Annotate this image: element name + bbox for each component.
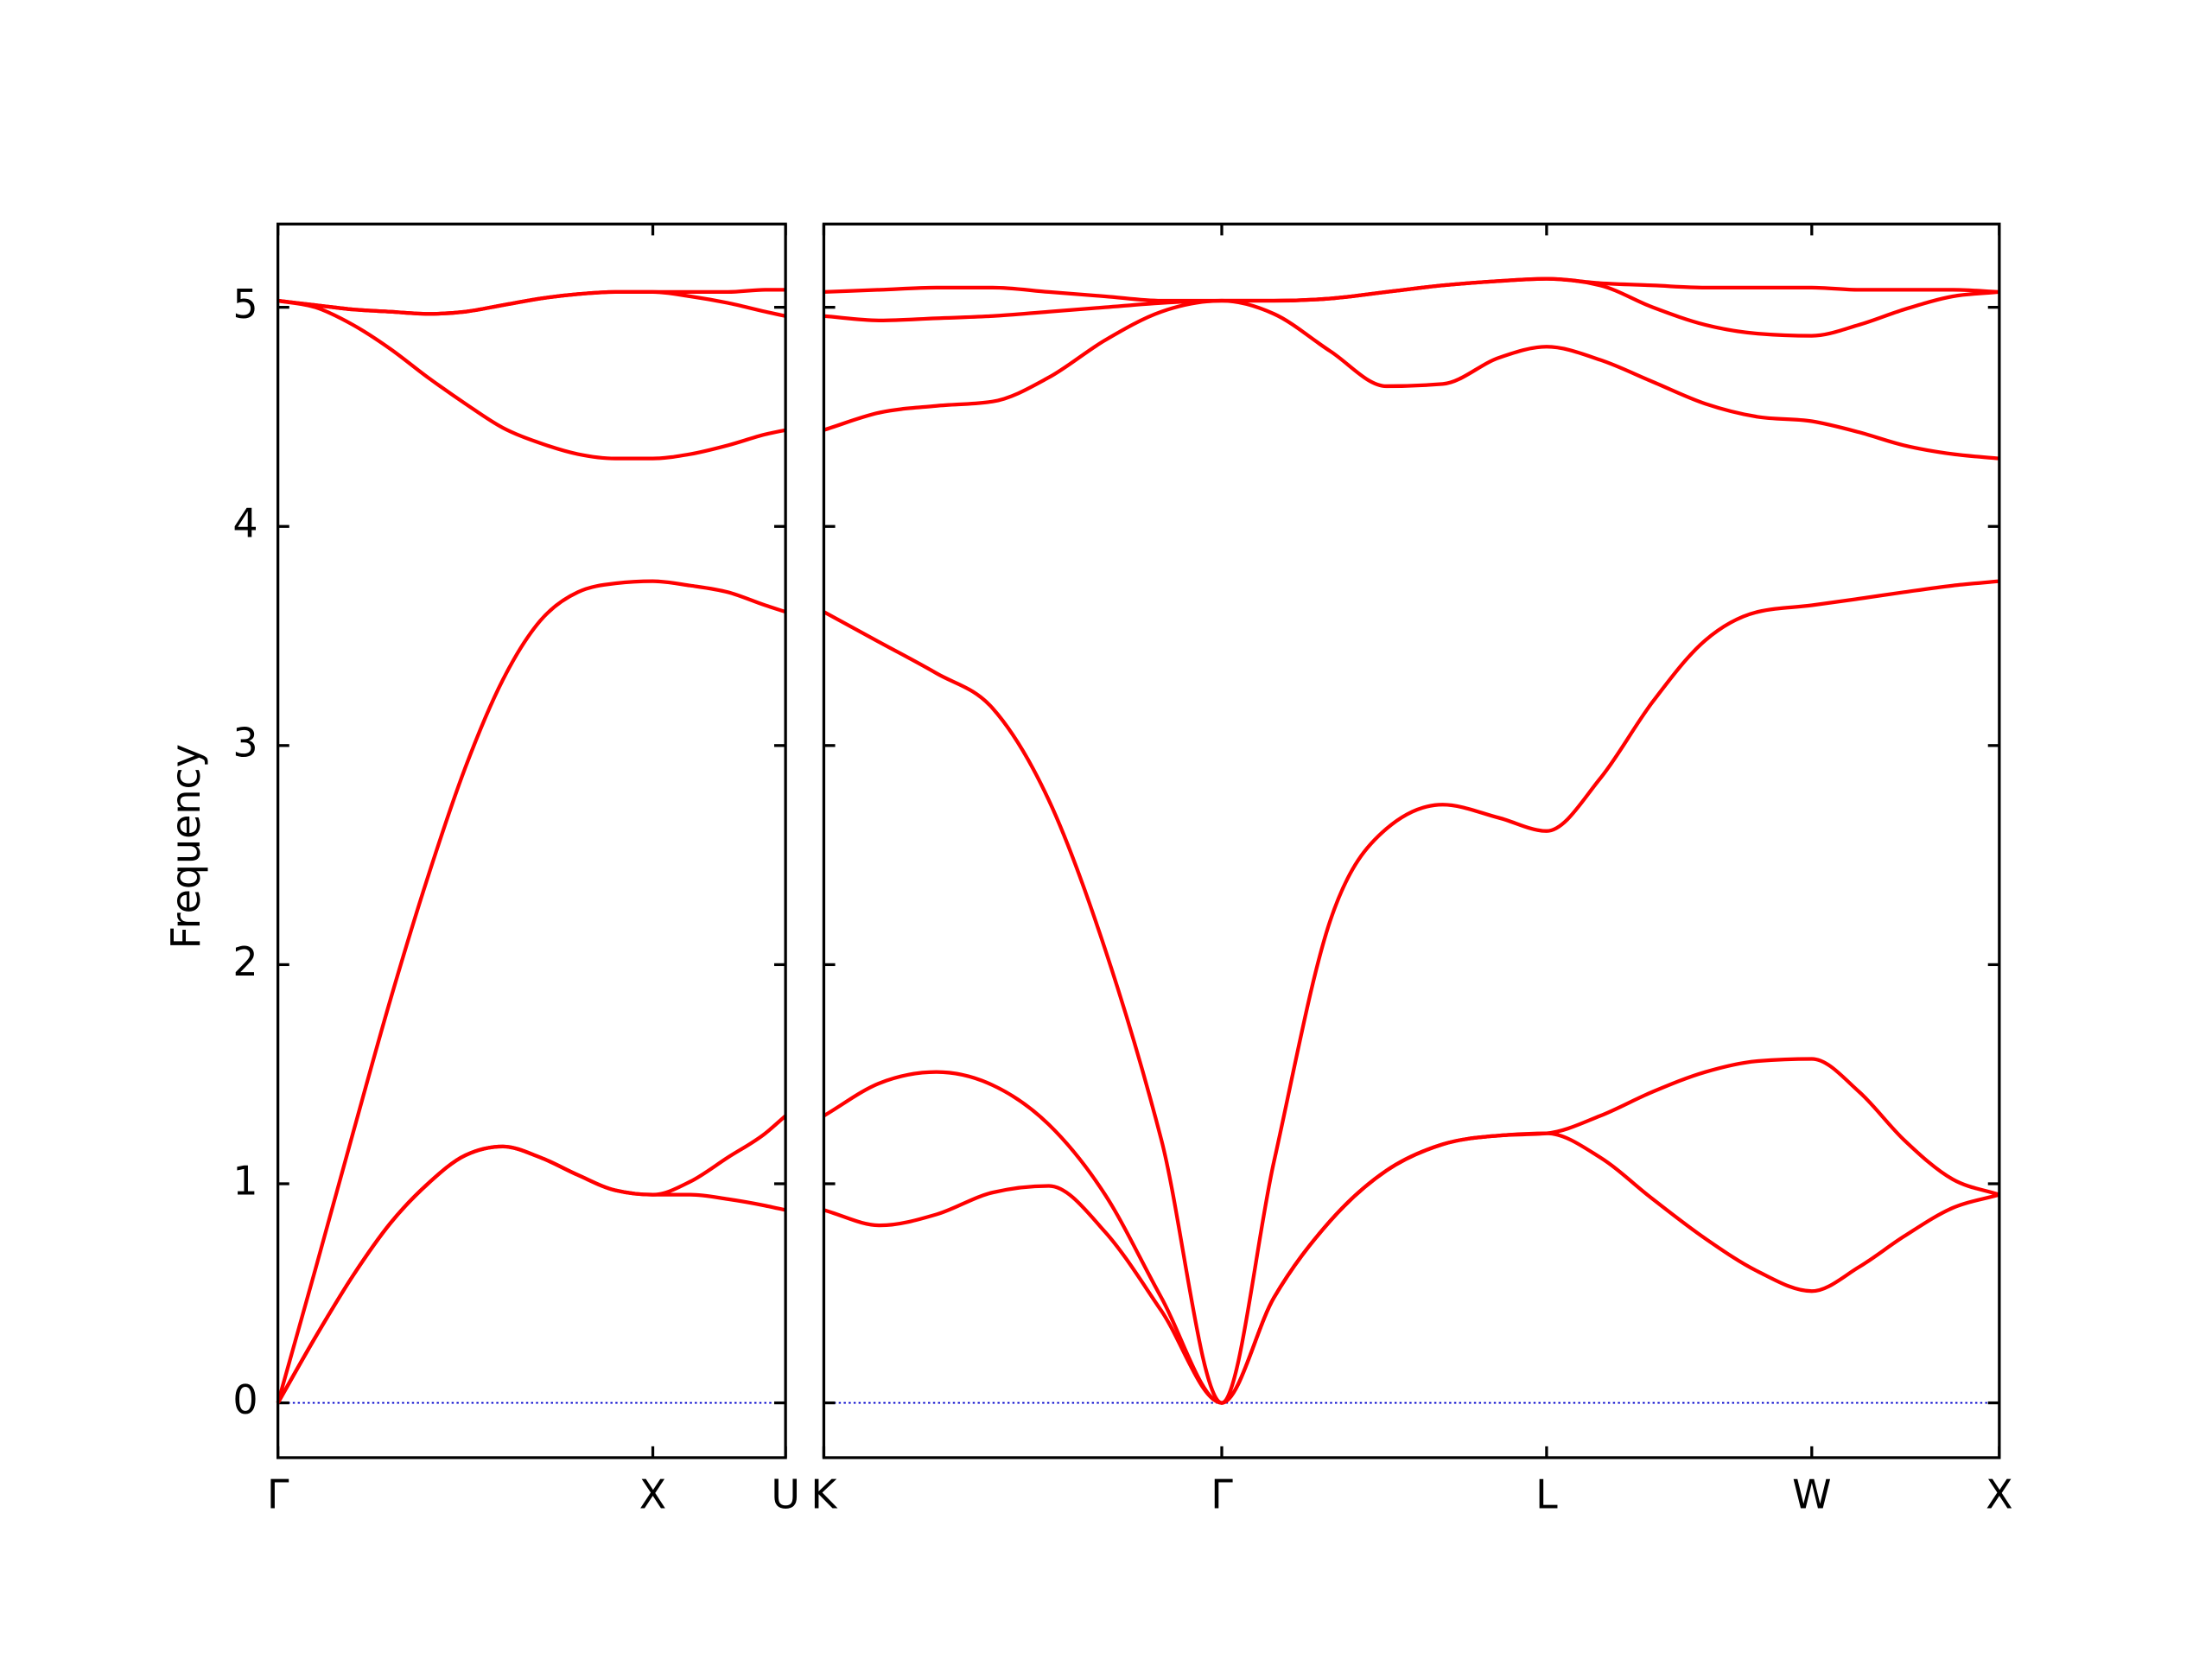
band-line — [823, 276, 1999, 303]
y-tick-label: 2 — [232, 938, 257, 985]
x-tick-label: X — [1986, 1471, 2012, 1517]
plot-frame — [822, 222, 2001, 1459]
y-tick-label: 4 — [232, 500, 257, 547]
band-line — [823, 298, 2000, 461]
band-line — [277, 298, 786, 461]
y-tick-label: 3 — [232, 719, 257, 766]
x-tick-label: U — [771, 1471, 800, 1517]
x-tick-label: K — [810, 1471, 838, 1517]
plot-frame — [276, 222, 787, 1459]
band-line — [276, 1114, 787, 1404]
x-tick-label: L — [1535, 1471, 1558, 1517]
y-axis-label: Frequency — [162, 744, 209, 949]
x-tick-label: W — [1792, 1471, 1831, 1517]
band-line — [823, 1057, 2000, 1405]
x-tick-label: Γ — [1211, 1471, 1233, 1517]
x-tick-label: X — [639, 1471, 666, 1517]
band-line — [823, 579, 2000, 1405]
y-tick-label: 0 — [232, 1376, 257, 1423]
x-tick-label: Γ — [267, 1471, 289, 1517]
band-line — [276, 579, 786, 1404]
y-tick-label: 5 — [232, 281, 257, 327]
y-tick-label: 1 — [232, 1157, 257, 1204]
band-line — [277, 288, 786, 316]
